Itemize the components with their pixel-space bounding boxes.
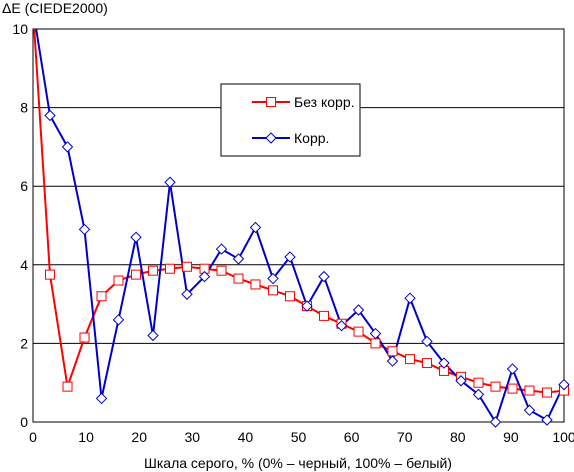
x-tick-label: 90 [503,429,519,445]
data-point-korr [369,327,382,340]
data-point-bez-korr [113,275,124,286]
data-point-korr [181,288,193,300]
x-tick-label: 50 [291,429,307,445]
data-point-bez-korr [44,269,55,280]
data-point-korr [386,355,399,367]
data-point-korr [541,414,553,426]
data-point-korr [215,243,228,255]
x-tick-label: 10 [78,429,94,445]
data-point-bez-korr [524,385,535,396]
x-tick-label: 60 [344,429,360,445]
data-point-korr [506,363,519,375]
y-tick-label: 8 [20,100,28,116]
data-point-korr [112,314,125,326]
data-point-bez-korr [285,291,296,302]
data-point-korr [95,392,108,405]
data-point-korr [301,300,313,312]
data-point-bez-korr [422,358,433,369]
data-point-bez-korr [164,263,175,274]
data-point-korr [61,141,74,153]
data-point-bez-korr [268,285,279,296]
data-point-bez-korr [62,381,73,392]
data-point-korr [198,270,211,283]
x-tick-label: 40 [238,429,254,445]
data-point-korr [284,251,296,263]
data-point-bez-korr [216,265,227,276]
data-point-korr [455,375,467,387]
x-tick-label: 0 [29,429,37,445]
data-point-bez-korr [96,291,107,302]
y-tick-label: 6 [20,178,28,194]
y-tick-label: 0 [20,414,28,430]
data-point-bez-korr [353,326,364,337]
data-point-bez-korr [181,261,192,272]
data-point-korr [558,378,570,391]
legend-label-bez-korr: Без корр. [294,94,355,110]
x-tick-label: 100 [552,429,574,445]
data-point-bez-korr [405,354,416,365]
data-point-korr [147,329,159,342]
data-point-korr [438,357,450,369]
data-point-korr [249,221,262,234]
y-tick-label: 4 [20,257,28,273]
data-point-bez-korr [490,381,501,392]
y-tick-labels: 0 2 4 6 8 10 [12,21,28,430]
data-point-korr [352,304,365,316]
legend-label-korr: Корр. [294,130,329,146]
x-tick-label: 70 [397,429,413,445]
series-layer [33,29,570,428]
data-point-korr [78,223,91,236]
data-point-bez-korr [387,346,398,357]
legend-marker-korr [265,132,277,144]
data-point-bez-korr [131,269,142,280]
data-point-korr [523,404,536,416]
legend-box [220,83,361,157]
data-point-korr [404,292,416,304]
data-point-korr [421,335,433,348]
data-point-korr [489,416,502,428]
x-tick-label: 30 [185,429,201,445]
data-point-bez-korr [233,273,244,284]
data-point-korr [232,253,245,265]
data-point-bez-korr [507,383,518,394]
data-point-korr [472,388,485,401]
y-tick-label: 2 [20,335,28,351]
data-point-korr [267,272,279,285]
y-axis-title: ΔE (CIEDE2000) [2,0,108,16]
legend-marker-bez-korr [266,97,276,107]
x-axis-title: Шкала серого, % (0% – черный, 100% – бел… [144,455,452,471]
legend: Без корр. Корр. [220,83,361,157]
data-point-bez-korr [79,332,90,343]
x-tick-label: 80 [450,429,466,445]
data-point-bez-korr [370,338,381,349]
data-point-korr [130,231,142,243]
data-point-bez-korr [318,310,329,321]
plot-area: 0 2 4 6 8 10 0 10 20 30 40 50 60 70 80 90 100 [12,21,574,445]
data-point-korr [335,320,348,332]
data-point-korr [44,109,56,122]
data-point-bez-korr [542,387,553,398]
data-point-korr [164,176,176,188]
data-point-bez-korr [250,279,261,290]
x-tick-labels: 0 10 20 30 40 50 60 70 80 90 100 [29,429,574,445]
data-point-korr [318,270,330,283]
x-tick-label: 20 [131,429,147,445]
y-tick-label: 10 [12,21,28,37]
data-point-bez-korr [148,265,159,276]
data-point-bez-korr [473,377,484,388]
